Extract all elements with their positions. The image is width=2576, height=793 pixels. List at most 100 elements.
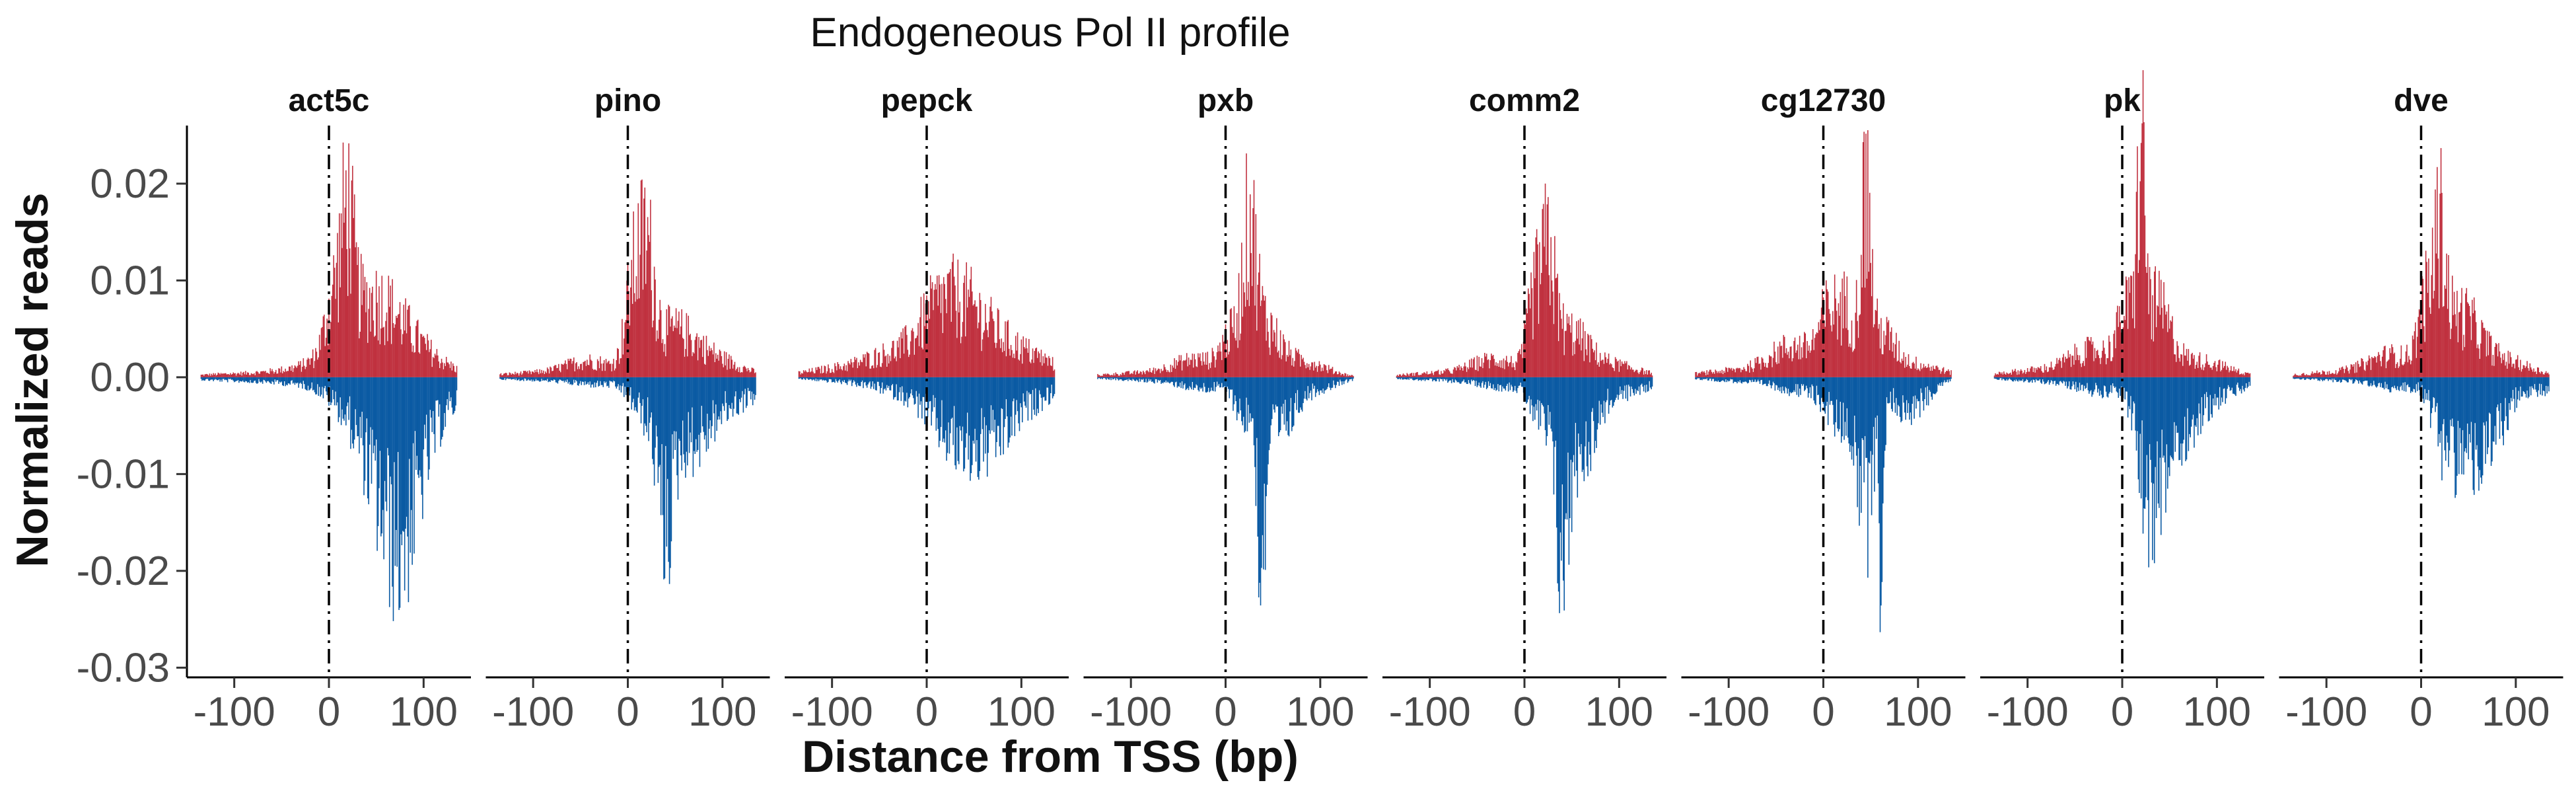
- bar-negative: [2501, 377, 2503, 422]
- bar-negative: [800, 377, 802, 379]
- bar-negative: [318, 377, 320, 397]
- bar-negative: [1912, 377, 1914, 404]
- bar-negative: [1717, 377, 1719, 381]
- bar-negative: [1026, 377, 1028, 391]
- bar-positive: [2343, 368, 2344, 377]
- bar-negative: [1732, 377, 1733, 380]
- bar-positive: [2219, 359, 2221, 377]
- bar-positive: [1151, 372, 1153, 377]
- bar-negative: [2223, 377, 2225, 389]
- bar-positive: [1588, 335, 1590, 377]
- bar-negative: [1899, 377, 1901, 417]
- bar-negative: [508, 377, 509, 379]
- bar-negative: [1007, 377, 1009, 448]
- bar-negative: [364, 377, 366, 481]
- bar-positive: [1746, 371, 1748, 377]
- bar-positive: [1900, 363, 1902, 377]
- bar-negative: [429, 377, 431, 410]
- bar-negative: [543, 377, 544, 381]
- bar-negative: [1290, 377, 1292, 398]
- bar-negative: [1433, 377, 1435, 381]
- bar-positive: [1404, 375, 1406, 377]
- bar-positive: [1924, 367, 1925, 377]
- bar-negative: [263, 377, 264, 380]
- bar-positive: [2500, 358, 2501, 377]
- bar-negative: [565, 377, 566, 381]
- bar-positive: [429, 352, 430, 377]
- bar-negative: [269, 377, 271, 383]
- bar-positive: [577, 369, 579, 377]
- bar-positive: [2122, 327, 2124, 377]
- bar-positive: [1698, 372, 1700, 377]
- bar-negative: [1831, 377, 1833, 401]
- bar-positive: [2491, 365, 2493, 377]
- bar-positive: [558, 363, 559, 377]
- bar-positive: [300, 361, 301, 377]
- bar-positive: [976, 306, 978, 377]
- bar-positive: [1772, 358, 1774, 377]
- bar-negative: [604, 377, 606, 383]
- bar-negative: [2007, 377, 2009, 381]
- bar-positive: [281, 373, 283, 377]
- bar-negative: [2459, 377, 2461, 428]
- bar-positive: [235, 375, 237, 377]
- bar-negative: [1419, 377, 1420, 381]
- bar-positive: [1596, 364, 1598, 377]
- bar-negative: [1402, 377, 1403, 380]
- bar-negative: [2544, 377, 2545, 391]
- bar-negative: [1114, 377, 1116, 379]
- bar-negative: [357, 377, 359, 437]
- bar-positive: [1839, 315, 1840, 377]
- bar-positive: [1859, 315, 1860, 377]
- bar-positive: [1922, 367, 1923, 377]
- bar-positive: [605, 359, 607, 377]
- bar-negative: [322, 377, 324, 398]
- bar-positive: [2020, 369, 2022, 377]
- bar-positive: [2349, 369, 2351, 377]
- bar-negative: [2501, 377, 2503, 436]
- bar-positive: [289, 366, 291, 377]
- bar-negative: [1201, 377, 1203, 388]
- bar-positive: [1743, 367, 1744, 377]
- bar-positive: [1940, 373, 1942, 377]
- bar-positive: [1943, 367, 1945, 377]
- bar-positive: [2126, 280, 2128, 377]
- bar-positive: [635, 301, 636, 377]
- bar-negative: [1824, 377, 1826, 414]
- bar-negative: [1698, 377, 1700, 379]
- bar-negative: [1635, 377, 1637, 394]
- bar-negative: [1124, 377, 1125, 381]
- bar-negative: [1894, 377, 1896, 413]
- bar-positive: [511, 374, 512, 377]
- bar-negative: [2301, 377, 2303, 379]
- bar-positive: [1261, 300, 1262, 377]
- bar-negative: [1912, 377, 1914, 397]
- bar-negative: [1649, 377, 1651, 388]
- bar-positive: [748, 370, 750, 377]
- bar-positive: [385, 321, 386, 377]
- bar-negative: [1728, 377, 1729, 382]
- bar-positive: [1497, 363, 1499, 377]
- bar-negative: [1023, 377, 1025, 402]
- bar-positive: [414, 352, 416, 377]
- bar-positive: [2035, 367, 2037, 377]
- bar-negative: [1399, 377, 1400, 379]
- bar-positive: [1172, 367, 1174, 377]
- bar-negative: [2168, 377, 2170, 476]
- bar-negative: [1602, 377, 1604, 418]
- bar-negative: [1733, 377, 1735, 383]
- bar-positive: [1281, 359, 1282, 377]
- bar-positive: [2091, 344, 2093, 377]
- bar-negative: [539, 377, 540, 382]
- bar-positive: [1419, 375, 1421, 377]
- bar-negative: [1922, 377, 1923, 401]
- bar-positive: [2003, 371, 2005, 377]
- bar-positive: [1627, 369, 1629, 377]
- bar-negative: [521, 377, 522, 381]
- bar-negative: [1259, 377, 1260, 583]
- bar-negative: [1646, 377, 1647, 385]
- bar-positive: [2067, 350, 2069, 377]
- bar-negative: [2481, 377, 2483, 484]
- bar-positive: [745, 368, 747, 377]
- bar-negative: [1758, 377, 1760, 382]
